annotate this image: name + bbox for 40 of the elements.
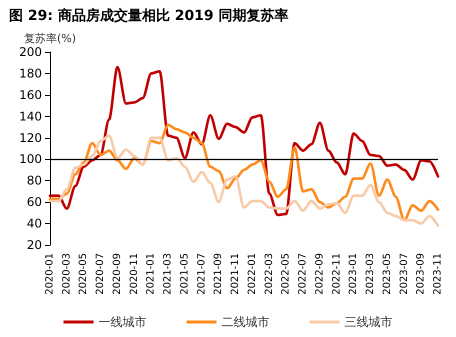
x-tick-label: 2020-03: [61, 253, 72, 295]
x-tick-label: 2022-11: [331, 253, 342, 295]
x-tick-label: 2020-11: [128, 253, 140, 295]
y-axis-title: 复苏率(%): [24, 32, 76, 45]
y-tick-label: 80: [26, 174, 42, 188]
x-tick-label: 2021-03: [162, 253, 174, 295]
x-tick-label: 2023-11: [432, 253, 444, 295]
x-tick-label: 2022-01: [246, 253, 258, 295]
x-tick-label: 2021-07: [196, 253, 208, 295]
line-series: [48, 66, 440, 216]
y-tick-label: 40: [26, 216, 42, 231]
x-tick-label: 2022-03: [264, 253, 275, 295]
legend-label: 一线城市: [98, 315, 146, 329]
y-tick-label: 60: [26, 195, 42, 210]
y-tick-label: 180: [19, 66, 42, 80]
x-tick-label: 2022-05: [280, 253, 292, 295]
x-tick-label: 2022-09: [314, 253, 326, 295]
x-tick-label: 2023-05: [382, 253, 393, 295]
x-tick-label: 2022-07: [298, 253, 309, 295]
y-tick-label: 20: [26, 238, 42, 252]
x-tick-label: 2021-11: [230, 253, 242, 295]
legend-label: 三线城市: [344, 315, 392, 329]
y-tick-label: 120: [19, 130, 42, 145]
y-tick-label: 200: [19, 45, 42, 59]
x-tick-label: 2021-05: [179, 253, 190, 295]
x-tick-label: 2021-01: [146, 253, 157, 295]
x-tick-label: 2020-05: [78, 253, 90, 295]
x-tick-label: 2023-01: [348, 253, 360, 295]
y-tick-label: 160: [19, 88, 42, 102]
x-tick-label: 2020-07: [95, 253, 106, 295]
legend-label: 二线城市: [222, 315, 270, 329]
x-tick-label: 2023-03: [365, 253, 376, 295]
x-tick-label: 2023-09: [416, 253, 427, 295]
x-tick-label: 2023-07: [398, 253, 410, 295]
x-tick-label: 2020-09: [112, 253, 123, 295]
x-tick-label: 2021-09: [213, 253, 224, 295]
chart-title: 图 29: 商品房成交量相比 2019 同期复苏率: [9, 7, 289, 24]
y-tick-label: 100: [19, 152, 42, 166]
x-tick-label: 2020-01: [44, 253, 56, 295]
y-tick-label: 140: [19, 109, 42, 124]
